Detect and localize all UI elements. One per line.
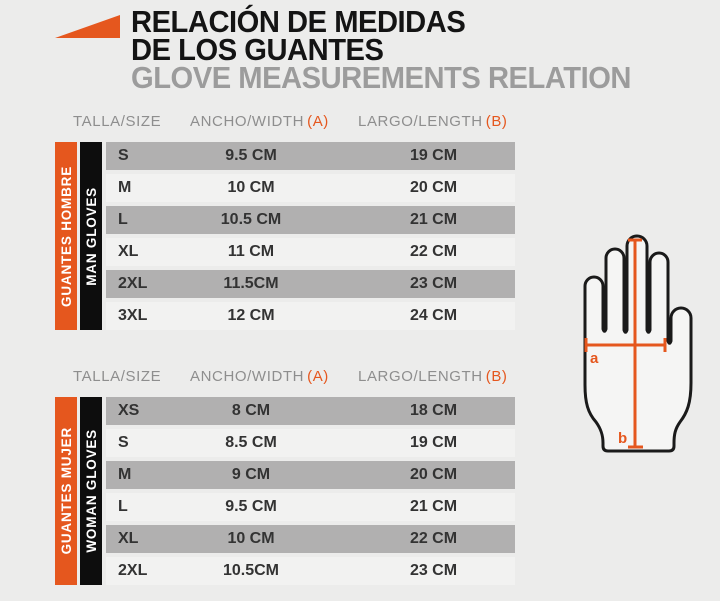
man-table-rows: S 9.5 CM 19 CM M 10 CM 20 CM L 10.5 CM 2…: [106, 142, 515, 334]
size-cell: XL: [118, 530, 139, 547]
table-row: S 9.5 CM 19 CM: [106, 142, 515, 170]
width-cell: 9.5 CM: [225, 147, 277, 164]
length-cell: 22 CM: [409, 243, 458, 260]
size-cell: L: [118, 498, 128, 515]
length-cell: 21 CM: [409, 211, 458, 228]
table-row: M 10 CM 20 CM: [106, 174, 515, 202]
length-label-b: b: [618, 430, 627, 447]
width-measure-line-a: [584, 338, 667, 352]
length-cell: 18 CM: [409, 402, 458, 419]
man-table-english-sidebar: MAN GLOVES: [80, 142, 102, 330]
length-cell: 21 CM: [409, 498, 458, 515]
man-table-spanish-sidebar: GUANTES HOMBRE: [55, 142, 77, 330]
woman-table-column-headers: TALLA/SIZE ANCHO/WIDTH (A) LARGO/LENGTH (B…: [55, 368, 525, 388]
size-cell: L: [118, 211, 128, 228]
table-row: 2XL 10.5CM 23 CM: [106, 557, 515, 585]
brand-triangle-icon: [55, 15, 120, 38]
man-table-column-headers: TALLA/SIZE ANCHO/WIDTH (A) LARGO/LENGTH (B…: [55, 113, 525, 133]
size-column-header: TALLA/SIZE: [73, 368, 162, 385]
width-column-header: ANCHO/WIDTH (A): [190, 113, 329, 130]
table-row: XL 10 CM 22 CM: [106, 525, 515, 553]
width-cell: 8.5 CM: [225, 434, 277, 451]
man-table-spanish-label: GUANTES HOMBRE: [58, 165, 74, 307]
width-cell: 10.5 CM: [220, 211, 282, 228]
title-line-1: RELACIÓN DE MEDIDAS: [131, 4, 466, 39]
width-cell: 11 CM: [227, 243, 275, 260]
hand-measurement-diagram: a b: [583, 234, 693, 453]
length-cell: 23 CM: [409, 562, 458, 579]
table-row: XS 8 CM 18 CM: [106, 397, 515, 425]
table-row: 3XL 12 CM 24 CM: [106, 302, 515, 330]
title-line-2: DE LOS GUANTES: [131, 32, 384, 67]
width-cell: 9 CM: [231, 466, 271, 483]
width-mark-a: (A): [307, 368, 329, 385]
woman-table-english-label: WOMAN GLOVES: [83, 429, 99, 553]
length-cell: 19 CM: [409, 434, 458, 451]
size-cell: M: [118, 466, 132, 483]
woman-table-rows: XS 8 CM 18 CM S 8.5 CM 19 CM M 9 CM 20 C…: [106, 397, 515, 589]
table-row: 2XL 11.5CM 23 CM: [106, 270, 515, 298]
length-cell: 24 CM: [409, 307, 458, 324]
length-column-header: LARGO/LENGTH (B): [358, 368, 508, 385]
width-cell: 9.5 CM: [225, 498, 277, 515]
width-cell: 10 CM: [227, 179, 275, 196]
width-cell: 12 CM: [227, 307, 275, 324]
subtitle: GLOVE MEASUREMENTS RELATION: [131, 60, 631, 95]
width-cell: 10.5CM: [222, 562, 280, 579]
width-mark-a: (A): [307, 113, 329, 130]
size-cell: M: [118, 179, 132, 196]
size-cell: 2XL: [118, 562, 148, 579]
size-cell: XL: [118, 243, 139, 260]
woman-table-spanish-sidebar: GUANTES MUJER: [55, 397, 77, 585]
size-cell: S: [118, 147, 129, 164]
width-cell: 11.5CM: [223, 275, 279, 292]
table-row: S 8.5 CM 19 CM: [106, 429, 515, 457]
woman-table-english-sidebar: WOMAN GLOVES: [80, 397, 102, 585]
table-row: L 10.5 CM 21 CM: [106, 206, 515, 234]
woman-table-spanish-label: GUANTES MUJER: [58, 427, 74, 555]
width-cell: 8 CM: [231, 402, 271, 419]
length-cell: 20 CM: [409, 179, 458, 196]
length-cell: 20 CM: [409, 466, 458, 483]
size-cell: 2XL: [118, 275, 148, 292]
size-cell: S: [118, 434, 129, 451]
size-cell: XS: [118, 402, 140, 419]
width-cell: 10 CM: [227, 530, 275, 547]
size-column-header: TALLA/SIZE: [73, 113, 162, 130]
length-mark-b: (B): [485, 368, 508, 385]
table-row: XL 11 CM 22 CM: [106, 238, 515, 266]
length-cell: 23 CM: [409, 275, 458, 292]
width-label-a: a: [590, 350, 599, 367]
man-table-english-label: MAN GLOVES: [83, 186, 99, 286]
length-column-header: LARGO/LENGTH (B): [358, 113, 508, 130]
title-block: RELACIÓN DE MEDIDAS DE LOS GUANTES GLOVE…: [131, 4, 631, 95]
width-column-header: ANCHO/WIDTH (A): [190, 368, 329, 385]
length-cell: 19 CM: [409, 147, 458, 164]
table-row: M 9 CM 20 CM: [106, 461, 515, 489]
table-row: L 9.5 CM 21 CM: [106, 493, 515, 521]
size-cell: 3XL: [118, 307, 148, 324]
length-cell: 22 CM: [409, 530, 458, 547]
length-mark-b: (B): [485, 113, 508, 130]
